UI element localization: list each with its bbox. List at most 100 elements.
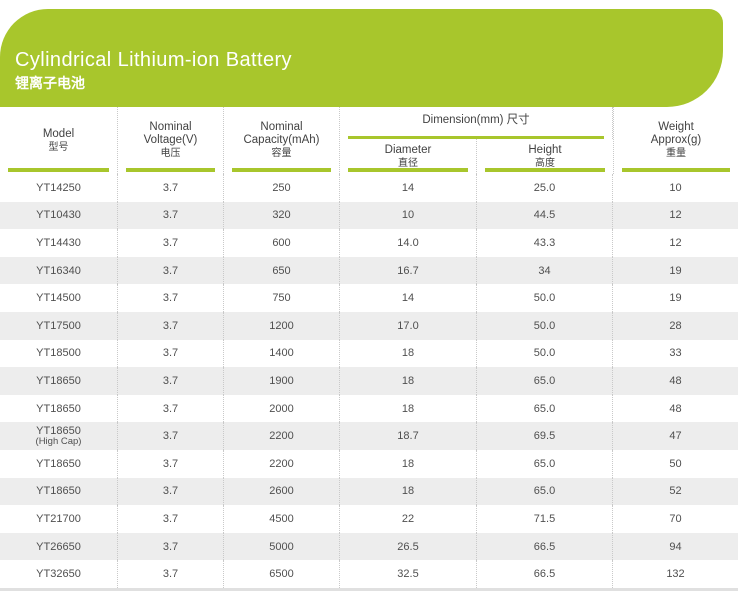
cell-voltage: 3.7 [118, 284, 224, 312]
cell-weight: 132 [613, 560, 738, 588]
cell-height: 25.0 [477, 174, 613, 202]
cell-weight-value: 19 [669, 292, 682, 305]
cell-weight: 48 [613, 395, 738, 423]
cell-voltage: 3.7 [118, 394, 224, 423]
cell-voltage: 3.7 [118, 339, 224, 368]
header-diameter-label-zh: 直径 [398, 157, 418, 169]
cell-capacity: 2600 [224, 477, 340, 506]
cell-capacity: 1900 [224, 367, 340, 395]
cell-model: YT14250 [0, 174, 118, 202]
cell-voltage: 3.7 [118, 367, 224, 395]
table-row: YT32650 3.7 6500 32.5 66.5 132 [0, 560, 738, 588]
cell-weight-value: 50 [669, 457, 682, 470]
table-row: YT26650 3.7 5000 26.5 66.5 94 [0, 532, 738, 561]
cell-weight: 70 [613, 505, 738, 533]
header-underline [348, 168, 468, 172]
cell-height-value: 50.0 [533, 319, 556, 332]
cell-capacity: 600 [224, 229, 340, 257]
table-row: YT18650 3.7 2600 18 65.0 52 [0, 477, 738, 506]
cell-model-value: YT32650 [36, 568, 81, 581]
header-capacity-label: Nominal [260, 121, 303, 133]
table-row: YT18650 3.7 2000 18 65.0 48 [0, 394, 738, 423]
header-weight-label2: Approx(g) [650, 134, 702, 146]
cell-capacity: 2200 [224, 422, 340, 450]
header-group-underline [348, 136, 604, 139]
cell-voltage-value: 3.7 [162, 485, 179, 498]
cell-height: 43.3 [477, 229, 613, 257]
header-height: Height 高度 [477, 139, 613, 174]
cell-height: 50.0 [477, 339, 613, 368]
cell-diameter: 10 [340, 201, 477, 230]
cell-diameter-value: 14 [401, 292, 415, 305]
table-body: YT14250 3.7 250 14 25.0 10 YT10430 3.7 320 10 44.5… [0, 174, 738, 588]
cell-model-value: YT16340 [36, 264, 81, 277]
cell-height: 65.0 [477, 449, 613, 478]
cell-capacity-value: 1200 [269, 319, 294, 332]
cell-model: YT21700 [0, 505, 118, 533]
header-underline [485, 168, 605, 172]
cell-capacity: 5000 [224, 532, 340, 561]
cell-weight-value: 48 [669, 402, 682, 415]
cell-capacity: 6500 [224, 560, 340, 588]
cell-height-value: 34 [538, 264, 551, 277]
cell-height: 34 [477, 256, 613, 285]
cell-model: YT16340 [0, 256, 118, 285]
cell-weight-value: 33 [669, 347, 682, 360]
cell-voltage-value: 3.7 [162, 374, 179, 387]
header-diameter-label: Diameter [384, 143, 432, 156]
cell-voltage-value: 3.7 [162, 181, 179, 194]
cell-diameter: 26.5 [340, 532, 477, 561]
cell-height: 66.5 [477, 560, 613, 588]
cell-height-value: 65.0 [533, 402, 556, 415]
cell-diameter-value: 14.0 [397, 236, 419, 249]
cell-model-value: YT26650 [36, 540, 81, 553]
cell-voltage-value: 3.7 [162, 264, 179, 277]
table-row: YT10430 3.7 320 10 44.5 12 [0, 201, 738, 230]
cell-diameter-value: 18 [401, 457, 415, 470]
table-row: YT17500 3.7 1200 17.0 50.0 28 [0, 311, 738, 340]
table-row: YT14250 3.7 250 14 25.0 10 [0, 174, 738, 202]
cell-weight-value: 94 [669, 540, 682, 553]
cell-weight-value: 10 [669, 181, 682, 194]
cell-voltage: 3.7 [118, 422, 224, 450]
cell-model-value: YT18650 [36, 402, 81, 415]
cell-height-value: 44.5 [533, 209, 556, 222]
header-diameter: Diameter 直径 [340, 139, 477, 174]
cell-height-value: 65.0 [533, 457, 556, 470]
cell-capacity: 750 [224, 284, 340, 312]
table-row: YT18650 3.7 1900 18 65.0 48 [0, 367, 738, 395]
cell-diameter-value: 14 [401, 181, 415, 194]
cell-height-value: 65.0 [533, 374, 556, 387]
cell-capacity-value: 6500 [269, 568, 294, 581]
cell-voltage: 3.7 [118, 311, 224, 340]
header-model: Model 型号 [0, 107, 118, 174]
cell-capacity-value: 4500 [269, 512, 294, 525]
cell-voltage-value: 3.7 [162, 568, 179, 581]
table-row: YT18500 3.7 1400 18 50.0 33 [0, 339, 738, 368]
cell-weight-value: 12 [669, 236, 682, 249]
cell-diameter: 14 [340, 174, 477, 202]
cell-weight-value: 70 [669, 512, 682, 525]
cell-height-value: 71.5 [533, 512, 556, 525]
cell-diameter: 16.7 [340, 256, 477, 285]
cell-voltage: 3.7 [118, 174, 224, 202]
header-height-label: Height [528, 143, 562, 156]
cell-capacity-value: 2200 [269, 430, 294, 443]
table-row: YT18650 (High Cap) 3.7 2200 18.7 69.5 47 [0, 422, 738, 450]
table-row: YT14500 3.7 750 14 50.0 19 [0, 284, 738, 312]
cell-model-value: YT18650 [36, 457, 81, 470]
cell-voltage-value: 3.7 [162, 319, 179, 332]
cell-height-value: 69.5 [533, 430, 556, 443]
cell-weight: 10 [613, 174, 738, 202]
cell-voltage: 3.7 [118, 229, 224, 257]
cell-model-value: YT14430 [36, 236, 81, 249]
cell-voltage: 3.7 [118, 477, 224, 506]
cell-height-value: 50.0 [533, 347, 556, 360]
cell-height-value: 43.3 [533, 236, 556, 249]
cell-capacity: 250 [224, 174, 340, 202]
cell-model: YT18650 [0, 477, 118, 506]
cell-model: YT26650 [0, 532, 118, 561]
cell-diameter: 18 [340, 339, 477, 368]
cell-height: 44.5 [477, 201, 613, 230]
cell-diameter-value: 18 [401, 347, 415, 360]
